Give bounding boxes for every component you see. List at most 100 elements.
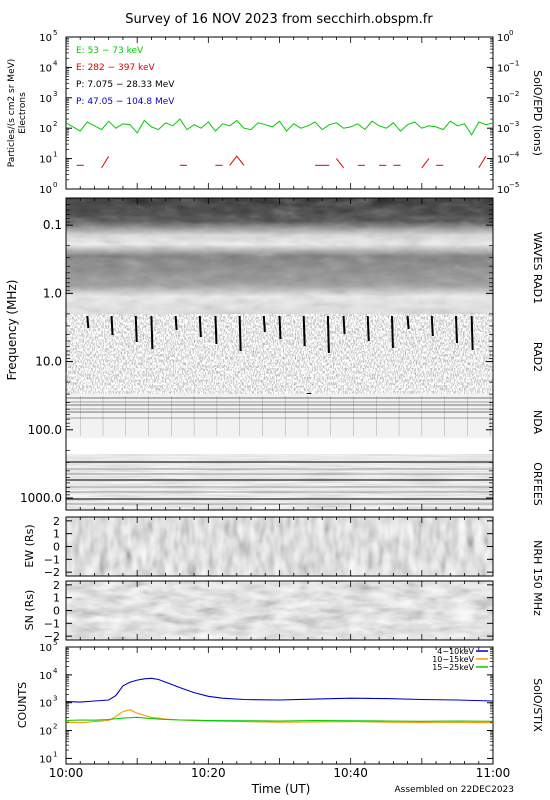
epd-ylabel-species: Electrons [18, 92, 28, 134]
stix-tick-exp: 4 [53, 667, 58, 675]
stix-tick-label: 10 [39, 754, 52, 765]
nrh-tick-label: −1 [44, 617, 60, 630]
epd-right-tick-exp: −5 [509, 181, 519, 189]
epd-right-tick-exp: −4 [509, 151, 520, 159]
radio-tick-label: 100.0 [28, 423, 62, 437]
nda-lines [66, 396, 493, 436]
stix-tick-exp: 1 [53, 750, 57, 758]
orfees-band [66, 454, 493, 510]
time-tick-label: 10:20 [191, 766, 226, 780]
nrh-tick-label: 1 [53, 528, 60, 541]
epd-right-tick-label: 10 [497, 63, 510, 74]
radio-tick-label: 1.0 [43, 286, 62, 300]
nrh-ew-image [66, 517, 493, 576]
epd-side-label: SolO/EPD (ions) [531, 70, 544, 156]
stix-tick-exp: 2 [53, 723, 57, 731]
epd-left-tick-exp: 4 [53, 59, 58, 67]
nrh-tick-label: −2 [44, 566, 60, 579]
legend-p-high: P: 47.05 − 104.8 MeV [76, 97, 175, 107]
epd-ylabel-units: Particles/(s cm2 sr MeV) [7, 59, 17, 168]
nrh-tick-label: −1 [44, 553, 60, 566]
stix-tick-exp: 3 [53, 695, 57, 703]
epd-right-tick-label: 10 [497, 94, 510, 105]
stix-tick-label: 10 [39, 643, 52, 654]
epd-right-tick-exp: −3 [509, 120, 519, 128]
epd-left-tick-label: 10 [39, 185, 52, 196]
nrh-tick-label: 0 [53, 605, 60, 618]
time-axis: 10:00 10:20 10:40 11:00 [49, 37, 511, 780]
stix-series-line [66, 716, 493, 722]
x-axis-label: Time (UT) [251, 782, 311, 796]
epd-electron-high-segment [101, 155, 110, 169]
time-tick-label: 11:00 [476, 766, 511, 780]
epd-right-tick-label: 10 [497, 124, 510, 135]
epd-left-tick-exp: 1 [53, 151, 57, 159]
time-tick-label: 10:40 [333, 766, 368, 780]
epd-right-tick-label: 10 [497, 33, 510, 44]
legend-p-low: P: 7.075 − 28.33 MeV [76, 80, 175, 90]
radio-tick-label: 10.0 [35, 355, 62, 369]
stix-tick-label: 10 [39, 699, 52, 710]
epd-left-tick-label: 10 [39, 94, 52, 105]
legend-e-high: E: 282 − 397 keV [76, 63, 155, 73]
nrh-ew-label: EW (Rs) [23, 524, 36, 567]
epd-left-tick-label: 10 [39, 155, 52, 166]
epd-electron-high-segment [421, 158, 430, 169]
nrh-tick-label: 0 [53, 541, 60, 554]
rad1-label: WAVES RAD1 [531, 232, 544, 304]
stix-tick-label: 10 [39, 671, 52, 682]
time-tick-label: 10:00 [49, 766, 84, 780]
epd-right-tick-label: 10 [497, 155, 510, 166]
epd-right-tick-exp: −2 [509, 90, 519, 98]
stix-ylabel: COUNTS [16, 682, 29, 728]
nrh-sn-label: SN (Rs) [23, 590, 36, 631]
radio-tick-label: 0.1 [43, 218, 62, 232]
nrh-tick-label: 2 [53, 515, 60, 528]
epd-electron-high-segment [229, 155, 245, 166]
radio-freq-ticks: 0.1 1.0 10.0 100.0 1000.0 [20, 197, 493, 505]
epd-electron-low-line [66, 118, 493, 136]
assembled-note: Assembled on 22DEC2023 [395, 785, 515, 795]
epd-series-group [66, 118, 493, 169]
stix-legend-label: 15−25keV [432, 663, 474, 672]
epd-left-tick-exp: 0 [53, 181, 57, 189]
radio-ylabel: Frequency (MHz) [5, 280, 19, 381]
stix-series-line [66, 677, 493, 703]
epd-left-tick-label: 10 [39, 124, 52, 135]
nda-band [66, 394, 493, 438]
stix-legend-label: 4−10keV [437, 647, 474, 656]
epd-right-tick-exp: −1 [509, 59, 519, 67]
radio-tick-label: 1000.0 [20, 491, 62, 505]
nda-label: NDA [531, 410, 544, 435]
rad2-label: RAD2 [531, 342, 544, 372]
nrh-tick-label: 2 [53, 579, 60, 592]
epd-electron-high-segment [478, 155, 487, 169]
epd-left-tick-label: 10 [39, 63, 52, 74]
epd-legend: E: 53 − 73 keV E: 282 − 397 keV P: 7.075… [76, 46, 175, 107]
epd-left-tick-exp: 5 [53, 29, 57, 37]
nrh-sn-image [66, 581, 493, 640]
rad1-texture [66, 198, 493, 314]
stix-tick-exp: 5 [53, 639, 57, 647]
epd-left-tick-exp: 2 [53, 120, 57, 128]
legend-e-low: E: 53 − 73 keV [76, 46, 144, 56]
epd-electron-high-segment [336, 158, 344, 169]
figure-title: Survey of 16 NOV 2023 from secchirh.obsp… [125, 12, 433, 27]
epd-left-tick-label: 10 [39, 33, 52, 44]
nrh-tick-label: −2 [44, 630, 60, 643]
epd-right-tick-label: 10 [497, 185, 510, 196]
stix-legend-label: 10−15keV [432, 655, 474, 664]
epd-left-tick-exp: 3 [53, 90, 57, 98]
stix-series-group [66, 677, 493, 724]
orfees-label: ORFEES [531, 462, 544, 506]
radio-spectrogram: 0.1 1.0 10.0 100.0 1000.0 Frequency (MHz) WA… [5, 197, 544, 511]
nrh-tick-label: 1 [53, 592, 60, 605]
